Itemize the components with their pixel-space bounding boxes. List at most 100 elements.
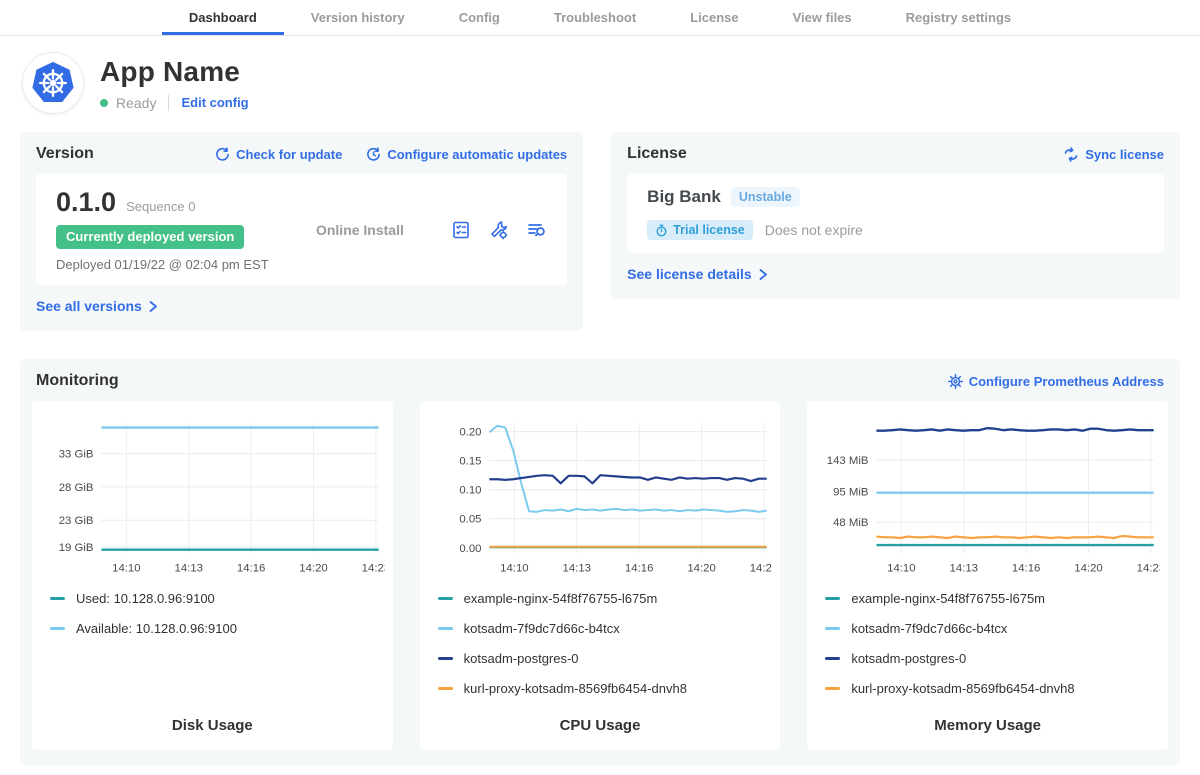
check-for-update-link[interactable]: Check for update — [215, 147, 342, 162]
version-number: 0.1.0 — [56, 187, 117, 217]
legend-label: kurl-proxy-kotsadm-8569fb6454-dnvh8 — [851, 681, 1075, 697]
legend-label: kotsadm-7f9dc7d66c-b4tcx — [463, 621, 620, 637]
svg-text:14:16: 14:16 — [237, 562, 265, 574]
legend-item: kotsadm-postgres-0 — [825, 651, 1160, 666]
legend-label: kotsadm-postgres-0 — [463, 651, 579, 667]
see-all-versions-link[interactable]: See all versions — [36, 298, 159, 314]
svg-text:95 MiB: 95 MiB — [833, 486, 868, 498]
trial-license-badge: Trial license — [647, 220, 753, 240]
svg-text:14:16: 14:16 — [1012, 562, 1040, 574]
tab-registry-settings[interactable]: Registry settings — [905, 10, 1012, 25]
legend-dash-icon — [50, 597, 65, 601]
configure-prometheus-link[interactable]: Configure Prometheus Address — [947, 373, 1164, 389]
legend-label: kurl-proxy-kotsadm-8569fb6454-dnvh8 — [463, 681, 687, 697]
svg-text:14:13: 14:13 — [950, 562, 978, 574]
charts-row: 19 GiB 23 GiB 28 GiB 33 GiB 14:10 14:13 14:16 1… — [32, 401, 1168, 751]
legend-item: example-nginx-54f8f76755-l675m — [437, 591, 773, 607]
tab-dashboard[interactable]: Dashboard — [162, 0, 284, 35]
app-status-row: Ready Edit config — [100, 94, 249, 111]
tab-view-files[interactable]: View files — [792, 10, 852, 25]
legend-dash-icon — [825, 657, 841, 661]
tab-version-history[interactable]: Version history — [310, 10, 405, 25]
legend-item: example-nginx-54f8f76755-l675m — [825, 591, 1160, 606]
monitoring-panel: Monitoring Configure Prometheus Address … — [20, 359, 1180, 766]
legend-dash-icon — [825, 597, 841, 601]
legend-label: Used: 10.128.0.96:9100 — [76, 591, 215, 607]
svg-text:143 MiB: 143 MiB — [827, 455, 869, 467]
svg-text:14:13: 14:13 — [175, 562, 203, 574]
license-expiry-label: Does not expire — [764, 222, 863, 238]
refresh-icon — [216, 146, 230, 161]
preflight-checks-icon[interactable] — [451, 220, 471, 240]
deployed-badge: Currently deployed version — [56, 225, 245, 249]
gear-icon — [947, 373, 963, 389]
svg-text:14:10: 14:10 — [887, 562, 915, 574]
svg-text:0.15: 0.15 — [459, 456, 481, 468]
channel-badge: Unstable — [730, 187, 800, 207]
svg-text:14:13: 14:13 — [562, 562, 590, 574]
app-icon — [22, 52, 84, 114]
see-license-details-link[interactable]: See license details — [627, 266, 769, 282]
chevron-right-icon — [759, 268, 767, 280]
chevron-right-icon — [149, 300, 157, 312]
legend-label: example-nginx-54f8f76755-l675m — [851, 591, 1046, 607]
edit-config-link[interactable]: Edit config — [181, 95, 249, 110]
app-header-text: App Name Ready Edit config — [100, 56, 249, 111]
deployed-timestamp: Deployed 01/19/22 @ 02:04 pm EST — [56, 257, 269, 272]
version-info: 0.1.0 Sequence 0 Currently deployed vers… — [56, 187, 269, 272]
legend-label: Available: 10.128.0.96:9100 — [76, 621, 237, 637]
legend-item: kurl-proxy-kotsadm-8569fb6454-dnvh8 — [825, 681, 1160, 696]
svg-text:33 GiB: 33 GiB — [59, 449, 94, 461]
ready-status-dot — [100, 98, 108, 107]
legend-item: Available: 10.128.0.96:9100 — [50, 621, 385, 636]
legend-item: kotsadm-postgres-0 — [437, 651, 773, 667]
license-panel-title: License — [627, 145, 687, 162]
version-actions — [451, 220, 547, 240]
chart-legend: Used: 10.128.0.96:9100 Available: 10.128.… — [50, 591, 385, 651]
legend-dash-icon — [437, 627, 453, 631]
divider — [168, 94, 170, 111]
legend-item: kotsadm-7f9dc7d66c-b4tcx — [437, 621, 773, 637]
top-nav: Dashboard Version history Config Troublesho… — [0, 0, 1200, 36]
version-panel: Version Check for update Configure autom… — [20, 132, 584, 331]
svg-text:0.05: 0.05 — [459, 514, 481, 526]
svg-text:23 GiB: 23 GiB — [59, 515, 94, 527]
tab-config[interactable]: Config — [458, 10, 500, 25]
svg-text:14:20: 14:20 — [1075, 562, 1103, 574]
chart-plot: 48 MiB 95 MiB 143 MiB 14:10 14:13 14:16 14:20 1… — [815, 413, 1160, 579]
svg-text:14:16: 14:16 — [625, 562, 653, 574]
app-name: App Name — [100, 55, 241, 87]
legend-label: kotsadm-postgres-0 — [851, 651, 967, 667]
legend-dash-icon — [437, 687, 453, 691]
install-type-label: Online Install — [315, 221, 404, 238]
svg-text:14:23: 14:23 — [362, 562, 385, 574]
legend-item: kurl-proxy-kotsadm-8569fb6454-dnvh8 — [437, 681, 773, 697]
legend-item: Used: 10.128.0.96:9100 — [50, 591, 385, 606]
license-customer-name: Big Bank — [647, 187, 721, 206]
svg-text:14:23: 14:23 — [749, 562, 772, 574]
app-header: App Name Ready Edit config — [0, 36, 1200, 128]
monitoring-title: Monitoring — [36, 372, 119, 389]
tab-license[interactable]: License — [690, 10, 739, 25]
kubernetes-logo-icon — [32, 61, 74, 103]
svg-text:14:10: 14:10 — [112, 562, 140, 574]
svg-text:0.00: 0.00 — [459, 543, 481, 555]
svg-text:48 MiB: 48 MiB — [833, 517, 868, 529]
legend-label: example-nginx-54f8f76755-l675m — [463, 591, 658, 607]
chart-title: Memory Usage — [934, 717, 1042, 735]
sync-license-link[interactable]: Sync license — [1063, 147, 1164, 162]
cards-row: Version Check for update Configure autom… — [20, 132, 1180, 331]
legend-dash-icon — [825, 687, 841, 691]
edit-config-gear-icon[interactable] — [488, 220, 509, 240]
tab-troubleshoot[interactable]: Troubleshoot — [553, 10, 637, 25]
stopwatch-icon — [656, 224, 667, 236]
legend-item: kotsadm-7f9dc7d66c-b4tcx — [825, 621, 1160, 636]
legend-dash-icon — [825, 627, 841, 631]
deploy-logs-icon[interactable] — [526, 220, 547, 240]
svg-text:0.10: 0.10 — [459, 485, 481, 497]
legend-dash-icon — [437, 657, 453, 661]
configure-automatic-updates-link[interactable]: Configure automatic updates — [366, 147, 567, 162]
chart-card-disk-usage: 19 GiB 23 GiB 28 GiB 33 GiB 14:10 14:13 14:16 1… — [32, 401, 393, 751]
svg-text:14:20: 14:20 — [299, 562, 327, 574]
svg-text:14:20: 14:20 — [687, 562, 715, 574]
